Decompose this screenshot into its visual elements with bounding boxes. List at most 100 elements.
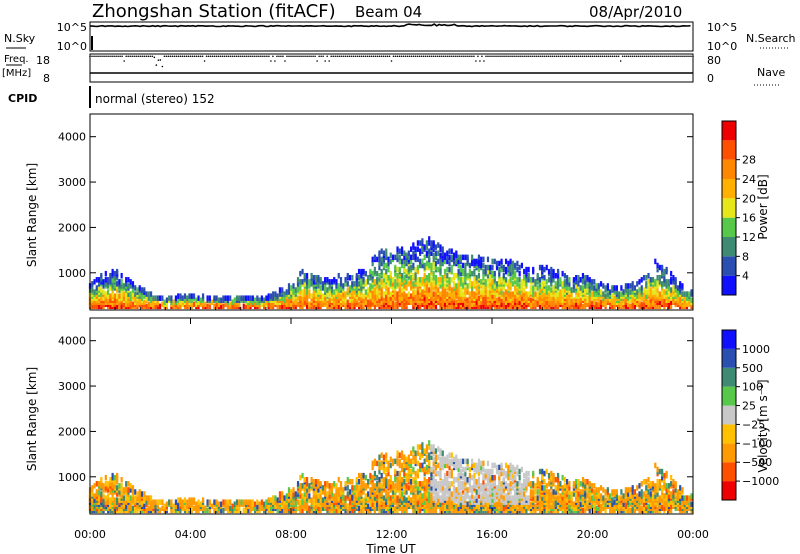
power-cell [149,291,153,297]
power-cell [656,287,659,293]
freq-dot [611,55,614,58]
velocity-cell [118,483,121,489]
velocity-cell [498,489,501,495]
velocity-cell [296,505,300,512]
velocity-cell [423,458,426,465]
power-cell [416,256,419,263]
velocity-cell [346,485,349,491]
velocity-cell [120,476,123,483]
power-cell [326,291,329,297]
power-cell [428,291,431,297]
velocity-cell [518,468,521,475]
power-cell [457,281,460,287]
power-cbar-swatch [722,198,736,218]
velocity-cell [516,481,519,487]
velocity-cell [344,501,347,507]
freq-dot [519,55,521,58]
freq-dot [165,55,168,58]
velocity-cell [452,456,456,463]
power-cell [161,295,164,301]
power-cbar-tick-label: 4 [742,270,749,283]
velocity-cell [326,505,329,512]
velocity-cell [308,505,311,512]
velocity-cell [443,491,447,497]
power-cell [294,297,297,303]
velocity-cell [405,503,408,510]
freq-dot [376,55,379,58]
velocity-cell [324,481,327,487]
velocity-cell [432,479,435,485]
freq-dot [619,60,622,62]
power-cell [396,297,399,303]
power-cell [502,264,505,271]
velocity-cell [330,483,334,489]
power-cell [654,258,657,265]
power-cell [509,291,512,297]
freq-dot [247,55,250,58]
velocity-cell [91,485,94,491]
velocity-cell [398,491,401,497]
power-cell [425,240,429,246]
velocity-cell [507,501,510,507]
power-cell [547,285,551,291]
power-cell [468,299,471,306]
velocity-cell [455,491,458,497]
nave-label: Nave [757,66,785,79]
freq-dot [342,55,345,58]
freq-dot [398,55,401,58]
velocity-cell [190,505,193,512]
power-cell [495,297,499,303]
freq-dot [438,55,441,58]
power-cell [455,283,458,289]
power-cell [416,268,419,275]
velocity-cell [462,466,465,473]
velocity-cell [376,481,379,487]
nsky-panel: N.Sky 10^5 10^0 10^5 10^0 N.Search [4,21,796,53]
power-cell [376,270,379,277]
power-cell [301,295,304,301]
freq-dot [304,55,306,58]
power-cell [455,287,458,293]
power-cell [584,279,587,285]
power-cell [500,289,503,295]
power-cell [543,291,546,297]
velocity-cell [414,479,417,485]
power-cell [213,295,216,301]
velocity-cell [421,442,424,448]
velocity-cell [233,505,236,512]
velocity-cell [247,507,250,514]
power-cell [118,303,121,310]
velocity-cell [131,485,135,491]
power-cell [414,246,417,252]
power-cell [658,291,661,297]
freq-dot [117,55,119,58]
power-cell [536,285,539,291]
freq-dot [457,55,459,58]
power-cell [186,295,189,301]
power-cell [471,254,474,261]
velocity-cell [462,458,465,465]
power-cell [396,256,399,263]
power-cell [373,266,377,273]
velocity-cell [269,505,272,512]
velocity-cell [111,495,114,501]
power-cell [305,272,309,279]
velocity-cell [380,491,383,497]
velocity-cell [400,466,404,473]
velocity-cell [398,452,401,458]
freq-dot [613,55,616,58]
velocity-cell [129,503,132,510]
power-cell [690,289,693,295]
power-cell [502,295,505,301]
velocity-cell [493,481,496,487]
power-cell [385,272,388,279]
velocity-cell [364,483,367,489]
power-cell [321,293,325,299]
velocity-cell [385,456,388,463]
velocity-cell [403,462,406,469]
power-cell [663,301,666,308]
velocity-cell [416,507,419,514]
velocity-cell [511,495,514,501]
power-cell [403,254,406,261]
power-cell [575,283,578,289]
